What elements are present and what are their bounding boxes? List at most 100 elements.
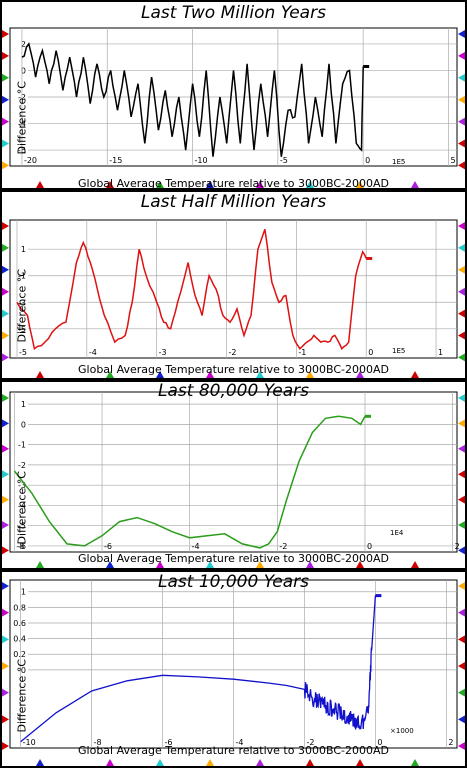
data-series-line xyxy=(13,415,366,549)
edge-marker-right xyxy=(458,520,465,529)
edge-marker-right xyxy=(458,688,465,697)
edge-marker-bottom xyxy=(36,759,44,766)
edge-marker-left xyxy=(2,546,9,555)
x-tick-label: -8 xyxy=(16,542,24,551)
edge-marker-right xyxy=(458,495,465,504)
edge-marker-bottom xyxy=(256,759,264,766)
edge-marker-right xyxy=(458,546,465,555)
edge-marker-right xyxy=(458,582,465,590)
chart-title: Last 10,000 Years xyxy=(158,572,309,592)
edge-marker-right xyxy=(458,444,465,453)
edge-marker-left xyxy=(2,243,9,252)
edge-marker-right xyxy=(458,662,465,670)
y-tick-label: 1 xyxy=(21,245,26,254)
y-tick-label: 0.8 xyxy=(13,603,26,612)
edge-marker-left xyxy=(2,742,9,750)
data-series-line xyxy=(16,229,367,350)
edge-marker-bottom xyxy=(156,181,164,188)
edge-marker-left xyxy=(2,394,9,402)
plot-area xyxy=(9,219,458,359)
edge-marker-bottom xyxy=(156,759,164,766)
edge-marker-bottom xyxy=(156,371,164,378)
edge-marker-left xyxy=(2,309,9,318)
edge-marker-bottom xyxy=(411,181,419,188)
edge-marker-bottom xyxy=(36,561,44,568)
edge-marker-left xyxy=(2,419,9,428)
edge-marker-bottom xyxy=(356,181,364,188)
y-tick-label: 1 xyxy=(21,588,26,597)
edge-marker-bottom xyxy=(306,181,314,188)
edge-marker-right xyxy=(458,353,465,362)
edge-marker-left xyxy=(2,139,9,148)
y-tick-label: 1 xyxy=(21,400,26,409)
y-tick-label: -3 xyxy=(18,298,26,307)
y-tick-label: 0.6 xyxy=(13,619,26,628)
edge-marker-right xyxy=(458,287,465,296)
x-tick-label: 1 xyxy=(438,348,443,357)
chart-svg: 1 0.8 0.6 0.4 0.2 0 -10 -8 -6 -4 -2 0 2 xyxy=(0,570,467,768)
edge-marker-right xyxy=(458,73,465,82)
x-axis-multiplier: 1E4 xyxy=(390,529,404,537)
y-axis-label: Difference °C xyxy=(15,81,29,155)
edge-marker-bottom xyxy=(36,371,44,378)
x-tick-label: -3 xyxy=(159,348,167,357)
edge-marker-bottom xyxy=(306,561,314,568)
edge-marker-right xyxy=(458,742,465,750)
edge-marker-right xyxy=(458,222,465,230)
edge-marker-right xyxy=(458,394,465,402)
edge-marker-left xyxy=(2,715,9,724)
edge-marker-bottom xyxy=(356,371,364,378)
y-tick-label: -1 xyxy=(18,272,26,281)
x-axis-label: Global Average Temperature relative to 3… xyxy=(78,552,389,565)
edge-marker-bottom xyxy=(356,561,364,568)
edge-marker-bottom xyxy=(106,181,114,188)
edge-marker-right xyxy=(458,161,465,170)
edge-marker-left xyxy=(2,265,9,274)
x-tick-label: -20 xyxy=(24,156,37,165)
edge-marker-left xyxy=(2,353,9,362)
edge-marker-right xyxy=(458,117,465,126)
x-tick-label: -4 xyxy=(236,738,244,747)
chart-svg: 20-2-4-6-20 -15 -10 -5 0 5 xyxy=(0,0,467,190)
edge-marker-right xyxy=(458,139,465,148)
x-tick-label: -8 xyxy=(94,738,102,747)
y-tick-label: -2 xyxy=(18,461,26,470)
edge-marker-left xyxy=(2,331,9,340)
x-tick-label: -6 xyxy=(104,542,112,551)
x-tick-label: -4 xyxy=(192,542,200,551)
edge-marker-left xyxy=(2,287,9,296)
edge-marker-bottom xyxy=(156,561,164,568)
y-tick-label: -1 xyxy=(18,441,26,450)
chart-panel-80000-years: Last 80,000 Years 1 0 -1 -2 -3 -4 -5 -6 -8 -6 -4 -2… xyxy=(0,380,467,570)
edge-marker-left xyxy=(2,95,9,104)
edge-marker-left xyxy=(2,222,9,230)
edge-marker-bottom xyxy=(256,371,264,378)
edge-marker-left xyxy=(2,117,9,126)
edge-marker-bottom xyxy=(306,371,314,378)
edge-marker-right xyxy=(458,51,465,60)
edge-marker-bottom xyxy=(356,759,364,766)
y-tick-label: -5 xyxy=(18,325,26,334)
x-tick-label: -4 xyxy=(89,348,97,357)
x-tick-label: -2 xyxy=(279,542,287,551)
x-tick-label: -5 xyxy=(280,156,288,165)
x-tick-label: 0 xyxy=(367,542,372,551)
x-tick-label: -2 xyxy=(306,738,314,747)
edge-marker-left xyxy=(2,608,9,617)
edge-marker-bottom xyxy=(106,371,114,378)
edge-marker-right xyxy=(458,265,465,274)
y-tick-label: 0 xyxy=(21,666,26,675)
y-tick-label: -4 xyxy=(18,501,26,510)
y-tick-label: 2 xyxy=(21,40,26,49)
edge-marker-right xyxy=(458,95,465,104)
chart-svg: 1 -1 -3 -5 -5 -4 -3 -2 -1 0 1 xyxy=(0,190,467,380)
edge-marker-bottom xyxy=(206,561,214,568)
chart-panel-two-million-years: Last Two Million Years 2 0 -2 -4 -6 -20 -15 -10… xyxy=(0,0,467,190)
edge-marker-bottom xyxy=(106,759,114,766)
y-tick-label: 0.2 xyxy=(13,650,26,659)
x-axis-multiplier: ×1000 xyxy=(390,727,414,735)
x-axis-multiplier: 1E5 xyxy=(392,158,406,166)
x-tick-label: -2 xyxy=(229,348,237,357)
x-tick-label: -1 xyxy=(298,348,306,357)
